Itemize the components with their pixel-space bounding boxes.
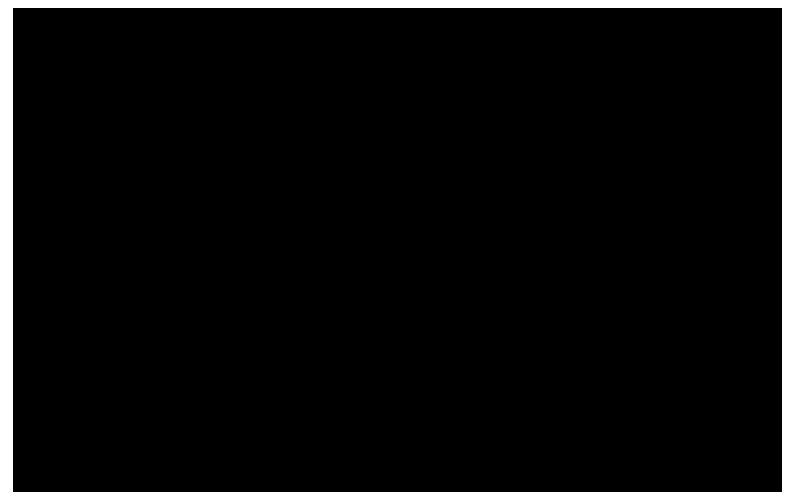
word-cloud-canvas — [13, 8, 782, 492]
